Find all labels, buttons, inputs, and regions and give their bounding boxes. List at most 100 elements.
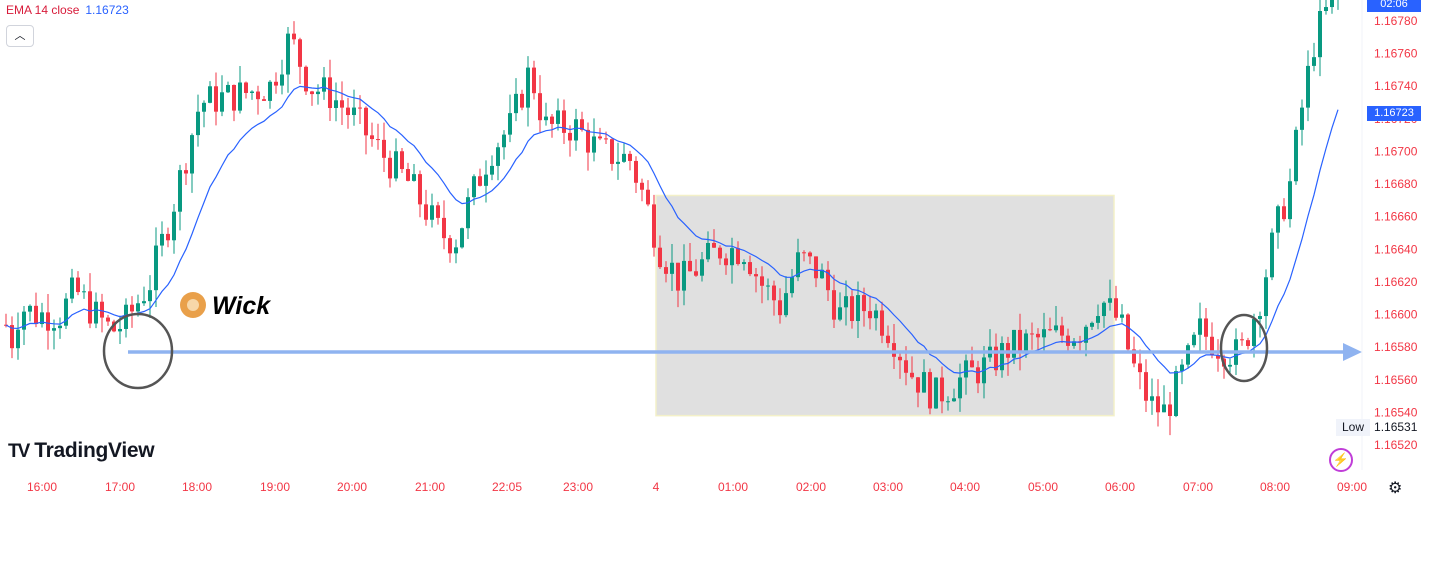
candle-body xyxy=(772,285,776,301)
candle-body xyxy=(340,100,344,108)
time-tick-label: 18:00 xyxy=(182,480,212,494)
candle-body xyxy=(364,107,368,136)
candle-body xyxy=(1030,333,1034,335)
candle-body xyxy=(46,312,50,331)
candle-body xyxy=(160,233,164,246)
candle-body xyxy=(262,99,266,101)
candle-body xyxy=(808,252,812,257)
time-tick-label: 22:05 xyxy=(492,480,522,494)
candle-body xyxy=(1102,302,1106,317)
time-axis[interactable]: 16:00 17:00 18:00 19:00 20:00 21:00 22:05 23:00… xyxy=(27,480,1367,494)
candle-body xyxy=(580,119,584,130)
candle-body xyxy=(322,77,326,92)
price-tick-label: 1.16780 xyxy=(1374,14,1418,28)
candle-body xyxy=(310,91,314,95)
lion-icon xyxy=(180,292,206,318)
candle-body xyxy=(352,107,356,116)
gear-icon[interactable]: ⚙ xyxy=(1388,480,1403,497)
candle-body xyxy=(568,132,572,141)
lightning-icon[interactable]: ⚡ xyxy=(1329,448,1353,472)
candle-body xyxy=(1048,329,1052,331)
candle-body xyxy=(424,204,428,220)
candle-body xyxy=(826,269,830,291)
candlestick-chart[interactable]: 1.16520 1.16540 1.16560 1.16580 1.16600 1.166… xyxy=(0,0,1432,500)
candle-body xyxy=(724,258,728,266)
candle-body xyxy=(856,295,860,322)
candle-body xyxy=(388,157,392,179)
left-wick-circle xyxy=(102,312,174,390)
candle-body xyxy=(814,256,818,279)
candle-body xyxy=(790,277,794,294)
legend-indicator-value: 1.16723 xyxy=(85,3,129,17)
candle-body xyxy=(910,372,914,378)
candle-body xyxy=(76,277,80,293)
candle-body xyxy=(916,377,920,393)
indicator-legend[interactable]: EMA 14 close 1.16723 xyxy=(6,3,129,17)
time-tick-label: 16:00 xyxy=(27,480,57,494)
candle-body xyxy=(802,252,806,254)
candle-body xyxy=(670,262,674,274)
candle-body xyxy=(394,151,398,179)
candle-body xyxy=(64,298,68,326)
wick-annotation: Wick xyxy=(180,292,270,321)
candle-body xyxy=(52,328,56,331)
chevron-up-icon[interactable]: ︿ xyxy=(6,25,34,47)
candle-body xyxy=(1246,340,1250,346)
candle-body xyxy=(478,176,482,186)
candle-body xyxy=(832,290,836,320)
candle-body xyxy=(550,116,554,124)
candle-body xyxy=(1126,314,1130,350)
candle-body xyxy=(952,398,956,402)
candle-body xyxy=(784,293,788,316)
candle-body xyxy=(1000,343,1004,371)
candle-body xyxy=(436,205,440,218)
candle-body xyxy=(898,356,902,361)
candle-body xyxy=(1162,404,1166,413)
candle-body xyxy=(1204,318,1208,337)
candle-body xyxy=(592,136,596,153)
price-tick-label: 1.16620 xyxy=(1374,275,1418,289)
candle-body xyxy=(976,367,980,384)
candle-body xyxy=(250,91,254,93)
candle-body xyxy=(460,228,464,248)
candle-body xyxy=(376,139,380,141)
ema-line xyxy=(5,85,1339,374)
ema-line-group xyxy=(5,85,1339,374)
candle-body xyxy=(406,169,410,181)
candle-body xyxy=(58,325,62,329)
candle-body xyxy=(1138,363,1142,373)
candle-body xyxy=(202,102,206,112)
candle-body xyxy=(1090,322,1094,327)
price-tick-label: 1.16740 xyxy=(1374,79,1418,93)
tradingview-logo: TV TradingView xyxy=(8,439,155,463)
candle-body xyxy=(244,82,248,93)
candle-body xyxy=(1132,349,1136,364)
candle-body xyxy=(760,276,764,286)
candle-body xyxy=(412,174,416,181)
candle-body xyxy=(1168,404,1172,417)
legend-indicator-name: EMA 14 close xyxy=(6,3,80,17)
candle-body xyxy=(622,153,626,162)
time-tick-label: 09:00 xyxy=(1337,480,1367,494)
candle-body xyxy=(1294,129,1298,182)
candle-body xyxy=(610,139,614,164)
candle-body xyxy=(1300,107,1304,130)
candle-body xyxy=(706,242,710,260)
candle-body xyxy=(1306,65,1310,108)
candle-body xyxy=(358,107,362,109)
low-value: 1.16531 xyxy=(1374,420,1418,434)
candle-body xyxy=(742,262,746,265)
candle-body xyxy=(1072,341,1076,346)
price-tick-label: 1.16540 xyxy=(1374,405,1418,419)
price-axis[interactable]: 1.16520 1.16540 1.16560 1.16580 1.16600 1.166… xyxy=(1361,0,1418,470)
low-price-tag: Low 1.16531 xyxy=(1336,419,1422,436)
candle-body xyxy=(346,107,350,116)
time-tick-label: 02:00 xyxy=(796,480,826,494)
candle-body xyxy=(994,346,998,371)
candle-body xyxy=(688,260,692,272)
candle-body xyxy=(442,217,446,239)
price-tick-label: 1.16580 xyxy=(1374,340,1418,354)
low-label: Low xyxy=(1336,419,1371,436)
price-tick-label: 1.16560 xyxy=(1374,373,1418,387)
candle-body xyxy=(1318,10,1322,58)
